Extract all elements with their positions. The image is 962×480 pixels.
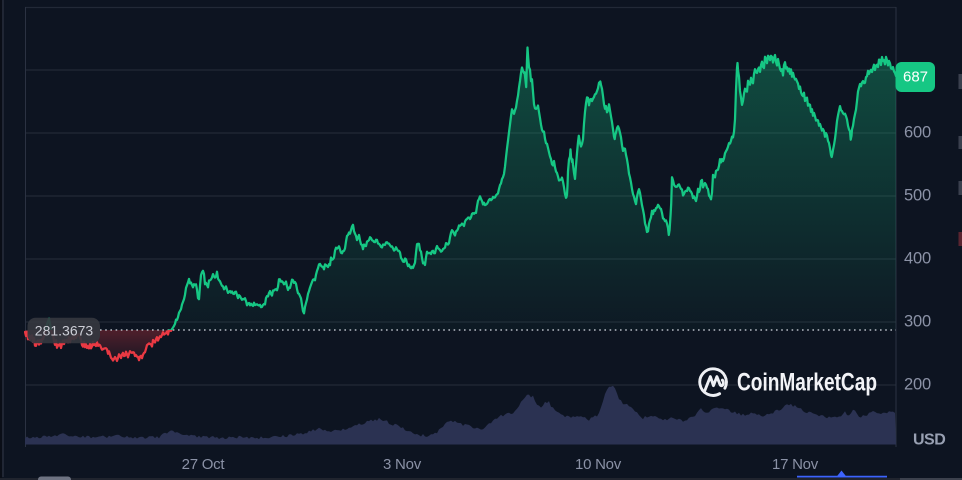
svg-text:27 Oct: 27 Oct	[182, 456, 226, 473]
svg-text:300: 300	[904, 312, 931, 330]
svg-text:281.3673: 281.3673	[35, 323, 94, 339]
svg-text:400: 400	[904, 249, 931, 267]
svg-text:600: 600	[904, 123, 931, 141]
svg-text:500: 500	[904, 186, 931, 204]
svg-text:CoinMarketCap: CoinMarketCap	[737, 369, 877, 397]
svg-text:200: 200	[904, 375, 931, 393]
svg-text:17 Nov: 17 Nov	[772, 456, 819, 473]
svg-text:10 Nov: 10 Nov	[575, 456, 622, 473]
svg-text:USD: USD	[913, 432, 945, 449]
svg-text:687: 687	[903, 69, 928, 86]
svg-text:3 Nov: 3 Nov	[383, 456, 422, 473]
